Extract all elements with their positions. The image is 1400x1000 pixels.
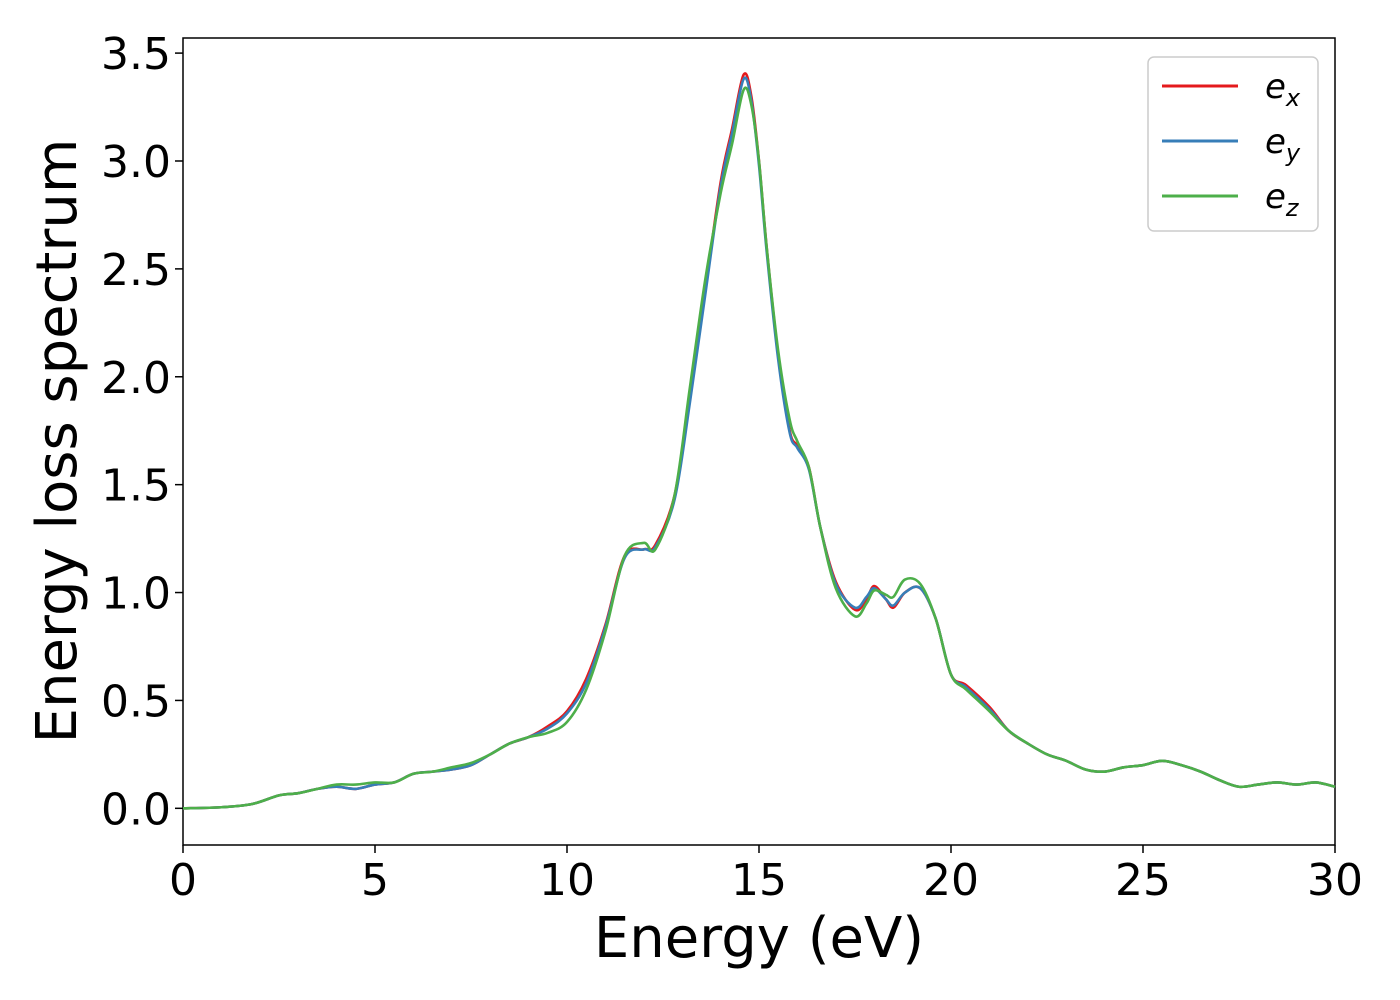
y-axis-label: Energy loss spectrum [25, 139, 90, 744]
series-layer [182, 72, 1336, 810]
y-tick-label: 1.0 [101, 569, 171, 620]
x-tick-label: 25 [1115, 855, 1171, 906]
y-tick-label: 0.5 [101, 676, 171, 727]
y-tick-label: 3.5 [101, 29, 171, 80]
y-axis-ticks: 0.0 0.5 1.0 1.5 2.0 2.5 3.0 3.5 [101, 29, 183, 835]
y-tick-label: 0.0 [101, 784, 171, 835]
y-tick-label: 2.5 [101, 245, 171, 296]
series-line-ez [182, 86, 1336, 810]
x-axis-label: Energy (eV) [594, 906, 924, 971]
x-tick-label: 30 [1307, 855, 1363, 906]
legend-label-ez: ez [1265, 177, 1300, 222]
legend-frame [1147, 56, 1319, 232]
x-tick-label: 20 [923, 855, 979, 906]
y-tick-label: 2.0 [101, 353, 171, 404]
x-tick-label: 0 [169, 855, 197, 906]
y-tick-label: 1.5 [101, 461, 171, 512]
x-tick-label: 10 [539, 855, 595, 906]
x-tick-label: 5 [361, 855, 389, 906]
y-tick-label: 3.0 [101, 137, 171, 188]
x-tick-label: 15 [731, 855, 787, 906]
x-axis-ticks: 0 5 10 15 20 25 30 [169, 845, 1363, 906]
